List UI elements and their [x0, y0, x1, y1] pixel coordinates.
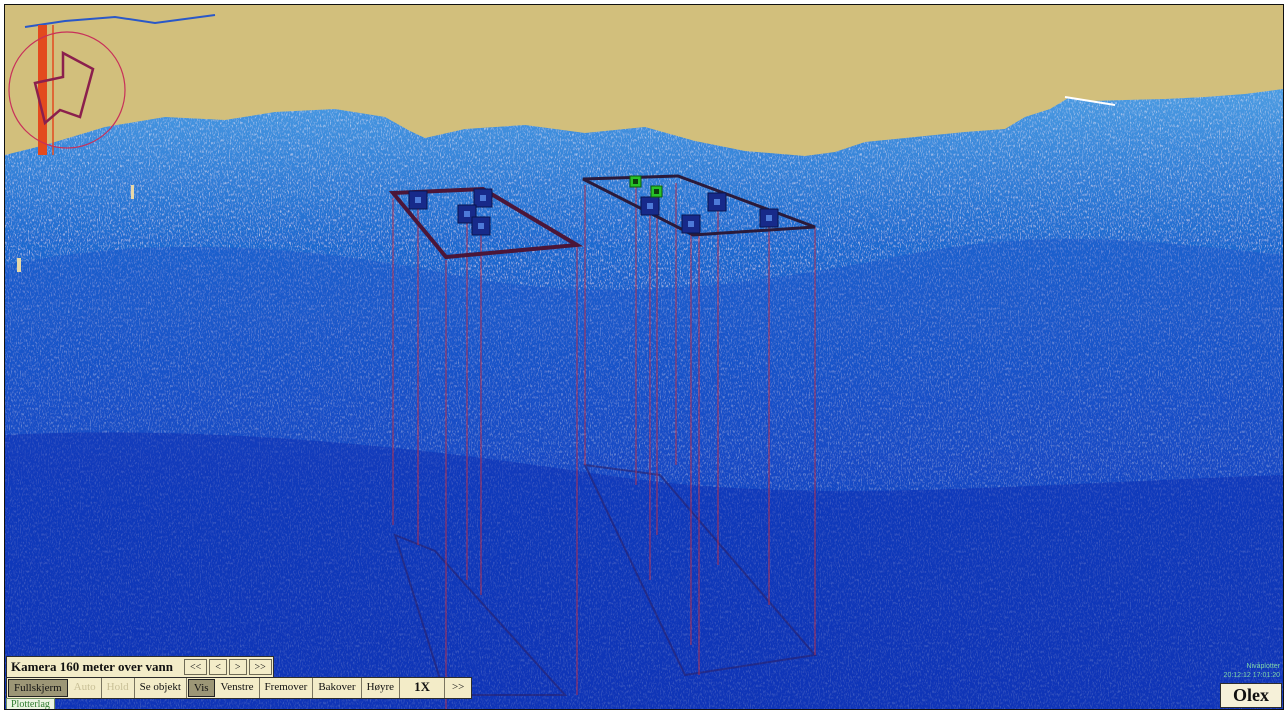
camera-back-fast-button[interactable]: <<: [183, 659, 208, 675]
square-marker-icon[interactable]: [759, 208, 779, 228]
compass-arrow-icon: [33, 50, 95, 126]
shore-post: [17, 258, 21, 272]
forward-button[interactable]: Fremover: [260, 678, 314, 698]
hold-button[interactable]: Hold: [102, 678, 135, 698]
camera-forward-fast-button[interactable]: >>: [248, 659, 272, 675]
auto-button[interactable]: Auto: [69, 678, 102, 698]
drop-lines: [392, 183, 816, 709]
compass-bar: [38, 25, 47, 155]
square-marker-icon[interactable]: [473, 188, 493, 208]
distant-coast-streak: [24, 14, 216, 28]
seabed-deep-shade: [5, 432, 1283, 709]
compass-ring: [8, 31, 126, 149]
right-button[interactable]: Høyre: [362, 678, 401, 698]
seabed-3d-scene[interactable]: [5, 5, 1283, 709]
heading-compass[interactable]: [8, 25, 126, 155]
distant-coast-streak-right: [1064, 96, 1116, 106]
show-button[interactable]: Vis: [187, 679, 215, 697]
plotter-layer-tab[interactable]: Plotterlag: [6, 698, 55, 709]
status-line: 20:12:12 17:01:20: [1223, 672, 1280, 679]
brand-logo: Olex: [1220, 683, 1282, 708]
show-object-button[interactable]: Se objekt: [135, 678, 187, 698]
navigation-toolbar: Fullskjerm Auto Hold Se objekt Vis Venst…: [6, 677, 473, 699]
backward-button[interactable]: Bakover: [313, 678, 362, 698]
shore-post: [131, 185, 134, 199]
camera-back-button[interactable]: <: [209, 659, 227, 675]
square-marker-icon[interactable]: [707, 192, 727, 212]
speed-next-button[interactable]: >>: [451, 681, 465, 693]
square-marker-green-icon[interactable]: [650, 185, 663, 198]
left-button[interactable]: Venstre: [216, 678, 260, 698]
square-marker-icon[interactable]: [408, 190, 428, 210]
square-marker-icon[interactable]: [640, 196, 660, 216]
camera-status-bar: Kamera 160 meter over vann << < > >>: [6, 656, 274, 678]
square-marker-green-icon[interactable]: [629, 175, 642, 188]
farm-frame-right[interactable]: [582, 174, 816, 237]
fullscreen-button[interactable]: Fullskjerm: [8, 679, 68, 697]
square-marker-icon[interactable]: [471, 216, 491, 236]
camera-status-text: Kamera 160 meter over vann: [11, 659, 173, 674]
frame-left-shadow: [393, 533, 568, 696]
status-readout: Nivåplotter 20:12:12 17:01:20: [1224, 662, 1280, 680]
farm-frame-left[interactable]: [388, 186, 584, 260]
square-marker-icon[interactable]: [681, 214, 701, 234]
camera-forward-button[interactable]: >: [228, 659, 247, 675]
speed-button[interactable]: 1X: [400, 678, 445, 698]
status-line: Nivåplotter: [1246, 663, 1280, 670]
olex-3d-view[interactable]: Kamera 160 meter over vann << < > >> Ful…: [4, 4, 1284, 710]
